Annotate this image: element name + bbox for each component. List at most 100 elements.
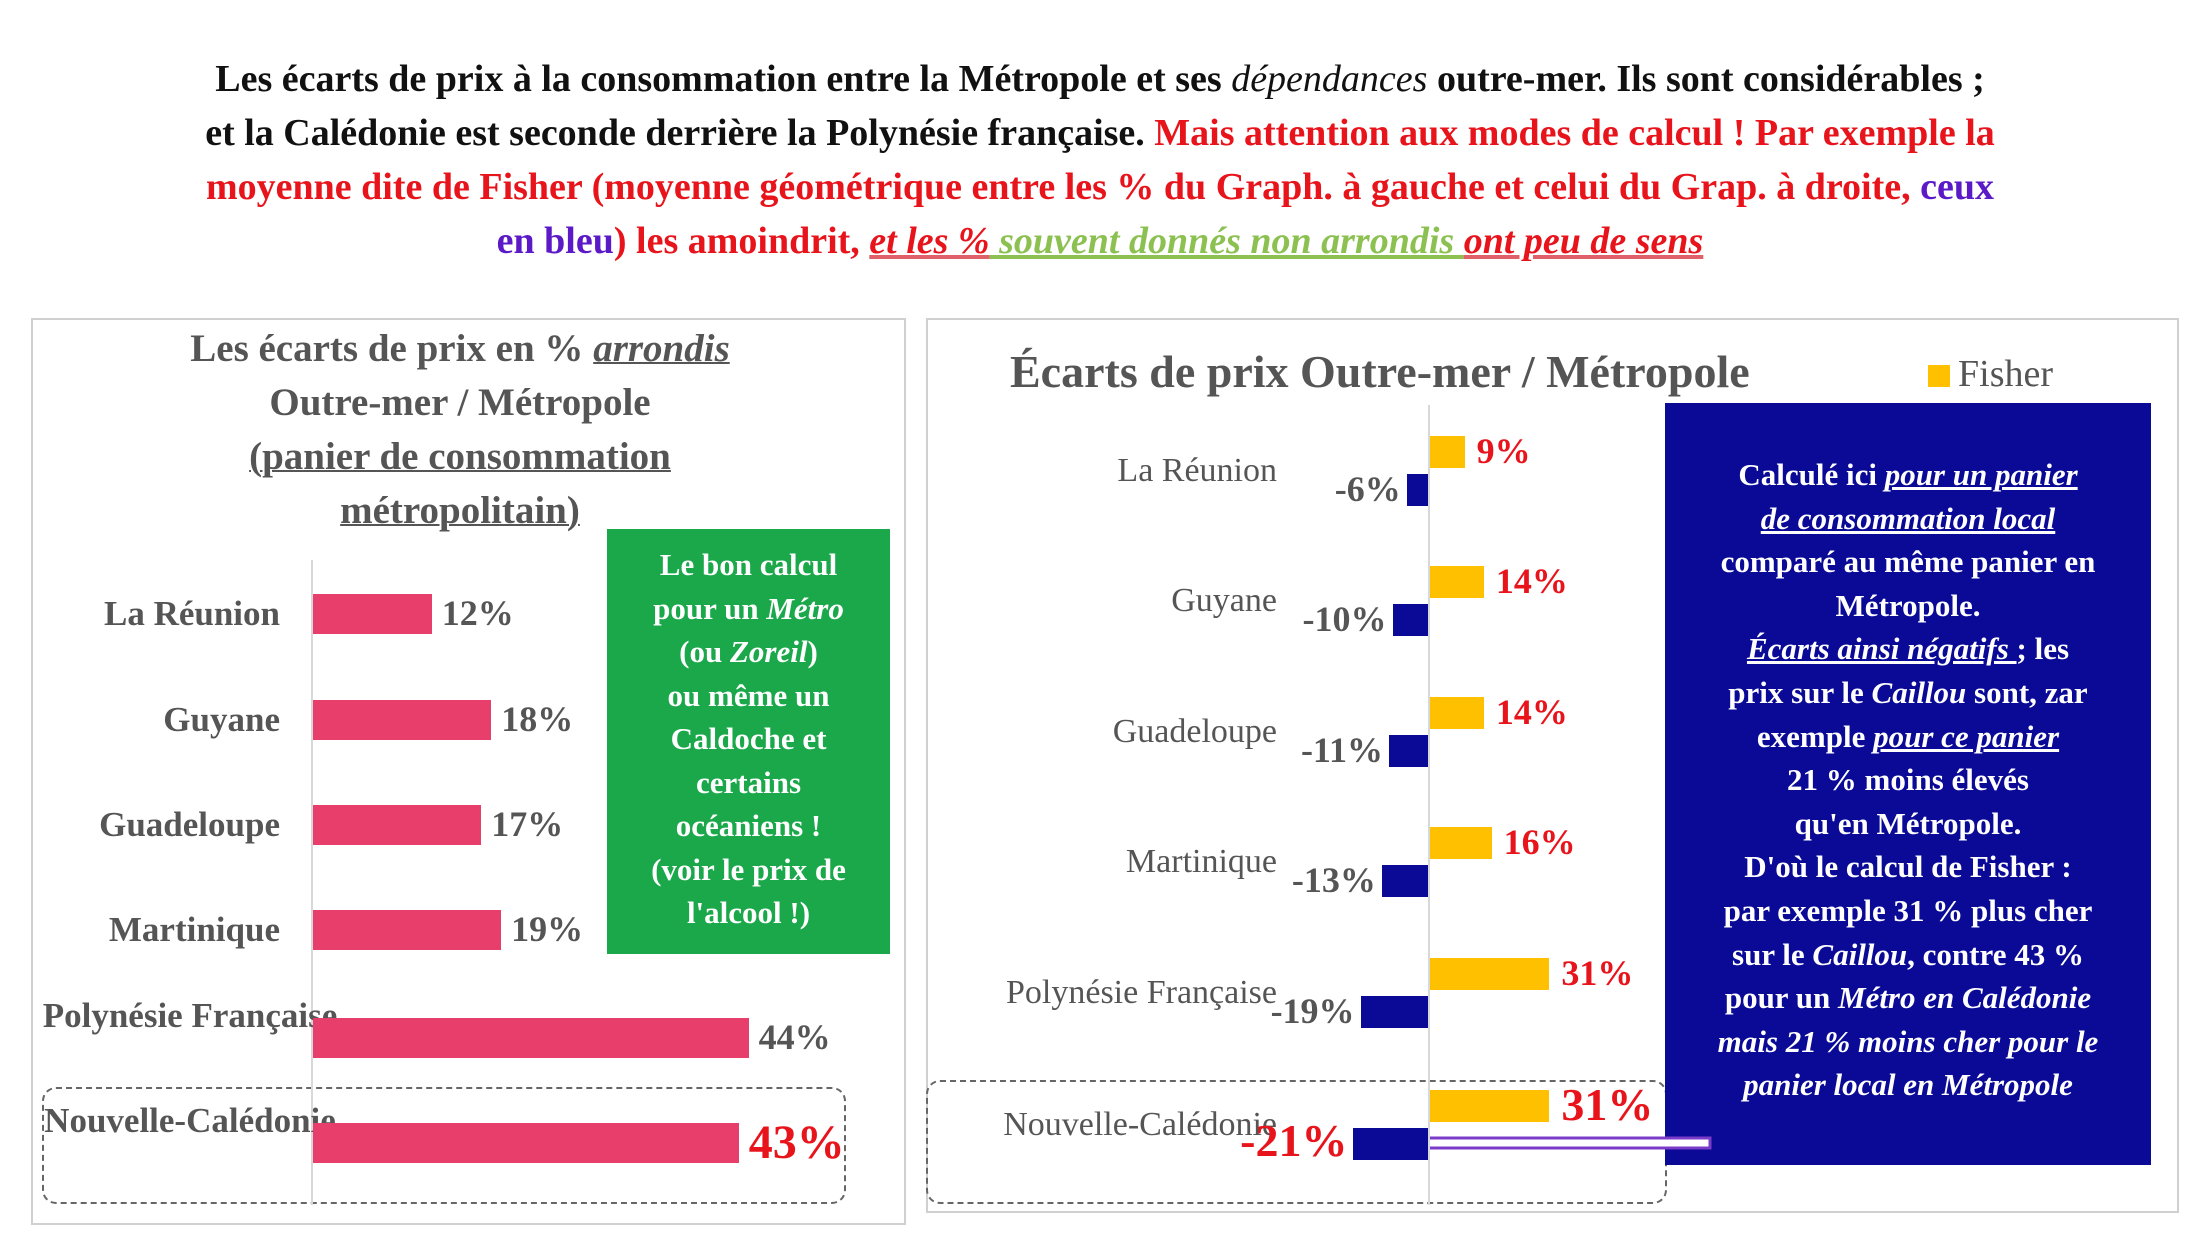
data-label: 44% [758,1017,831,1057]
header-italic: dépendances [1231,58,1428,100]
header-underlined: et les % [869,220,990,262]
category-label: Guadeloupe [1112,713,1277,750]
bar-local [1381,865,1428,897]
note-line: , contre 43 % [1907,936,2084,972]
header-line: outre-mer. Ils sont considérables ; [1427,58,1985,100]
category-label: Guyane [163,700,280,739]
bar [313,1018,749,1058]
note-line: pour un [653,590,767,626]
note-line: par exemple 31 % plus cher [1723,892,2093,928]
left-chart-title: Les écarts de prix en % arrondis Outre-m… [60,322,860,538]
data-label: 12% [441,593,514,633]
title-line: (panier de consommation [249,435,671,478]
left-axis [311,560,313,1205]
note-italic: Caillou [1812,936,1908,972]
title-line: métropolitain) [340,489,580,532]
note-line: océaniens ! [675,808,822,843]
note-line: Caldoche et [670,721,827,756]
data-label: 18% [501,699,574,739]
note-line: l'alcool !) [686,895,811,930]
bar-local [1406,474,1428,506]
note-italic: Métro en Calédonie [1838,980,2092,1016]
right-axis [1428,405,1430,1205]
header-text: Les écarts de prix à la consommation ent… [10,52,2190,268]
note-italic: panier local en Métropole [1743,1067,2073,1103]
category-label: La Réunion [1117,452,1277,489]
category-label: La Réunion [103,594,280,633]
legend-label-fisher: Fisher [1958,353,2053,395]
note-line: pour un [1724,980,1838,1016]
note-italic: Métro [766,590,844,626]
bar [313,1123,739,1163]
title-line: Les écarts de prix en % [190,327,594,370]
note-line: Le bon calcul [659,547,838,582]
note-line: certains [695,764,802,800]
header-green: souvent donnés non arrondis [989,220,1464,262]
data-label-local: -19% [1270,991,1355,1031]
bar [313,910,502,950]
bar-fisher [1430,958,1550,990]
note-line: Calculé ici [1738,457,1885,492]
note-line: (ou [679,634,730,669]
note-line: ou même un [667,677,830,713]
note-line: ) [807,634,818,669]
category-label: Nouvelle-Calédonie [1003,1106,1277,1143]
note-line: D'où le calcul de Fisher : [1744,849,2072,885]
legend-swatch-fisher [1928,365,1950,387]
note-line: comparé au même panier en [1720,544,2096,580]
blue-note-box: Calculé ici pour un panier de consommati… [1665,403,2151,1165]
category-label: Martinique [1125,843,1277,880]
note-italic: Écarts ainsi négatifs [1746,631,2017,667]
note-italic: Zoreil [730,634,808,669]
bar-local [1353,1128,1428,1160]
data-label-fisher: 16% [1503,822,1576,862]
note-italic: pour ce panier [1873,718,2060,754]
bar-fisher [1430,436,1465,468]
bar-fisher [1430,566,1484,598]
note-line: qu'en Métropole. [1794,805,2022,841]
header-line: ) les amoindrit, [613,220,870,262]
bar [313,700,492,740]
header-line: et la Calédonie est seconde derrière la … [205,112,1155,154]
bar-local [1360,996,1428,1028]
note-line: ; les [2016,631,2070,667]
category-label: Polynésie Française [42,996,338,1035]
category-label: Guyane [1171,582,1277,619]
bar-local [1392,604,1428,636]
bar-local [1388,735,1428,767]
title-italic: arrondis [593,327,730,370]
note-italic: Caillou [1871,674,1967,710]
data-label-fisher: 14% [1495,692,1568,732]
header-line: Les écarts de prix à la consommation ent… [215,58,1232,100]
bar-fisher [1430,827,1492,859]
data-label-local: -6% [1334,469,1401,509]
header-underlined: ont peu de sens [1463,220,1704,262]
green-note-box: Le bon calcul pour un Métro (ou Zoreil) … [607,529,890,954]
note-italic: de consommation local [1760,500,2056,536]
data-label-local: -11% [1300,730,1383,770]
header-blue: ceux [1920,166,1994,208]
data-label-fisher: 31% [1561,953,1634,993]
data-label: 43% [748,1116,845,1169]
data-label: 19% [511,909,584,949]
data-label: 17% [491,804,564,844]
note-italic: mais 21 % moins cher pour le [1717,1023,2099,1059]
bar [313,594,432,634]
data-label-fisher: 9% [1476,431,1531,471]
title-line: Outre-mer / Métropole [269,381,651,424]
note-italic: pour un panier [1884,457,2078,492]
category-label: Polynésie Française [1006,974,1277,1011]
note-line: sont, zar [1966,674,2088,710]
category-label: Martinique [108,910,280,949]
bar [313,805,482,845]
data-label-fisher: 14% [1495,561,1568,601]
note-line: Métropole. [1835,587,1981,623]
header-line: moyenne dite de Fisher (moyenne géométri… [206,166,1921,208]
category-label: Nouvelle-Calédonie [44,1101,336,1140]
bar-fisher [1430,697,1484,729]
highlight-box-left [42,1087,846,1204]
note-line: prix sur le [1728,674,1872,710]
note-line: sur le [1732,936,1813,972]
right-chart-title: Écarts de prix Outre-mer / Métropole [1010,346,1750,397]
